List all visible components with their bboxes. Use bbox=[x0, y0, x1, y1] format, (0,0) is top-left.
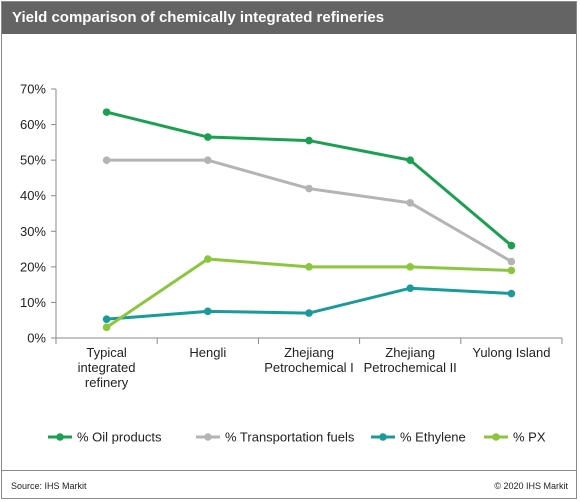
data-point bbox=[102, 323, 111, 332]
y-tick-label: 50% bbox=[20, 153, 46, 168]
series-line bbox=[106, 158, 513, 263]
title-bar: Yield comparison of chemically integrate… bbox=[2, 2, 576, 34]
data-point bbox=[507, 241, 516, 250]
y-tick-label: 60% bbox=[20, 117, 46, 132]
data-point bbox=[204, 255, 212, 263]
y-tick-label: 20% bbox=[20, 259, 46, 274]
source-note: Source: IHS Markit bbox=[11, 481, 87, 491]
data-point bbox=[305, 136, 313, 145]
footer-divider bbox=[2, 470, 576, 471]
legend-label: % PX bbox=[513, 430, 546, 445]
data-point bbox=[204, 156, 212, 164]
data-point bbox=[507, 266, 516, 275]
legend-marker bbox=[204, 433, 212, 441]
data-point bbox=[305, 309, 313, 317]
x-tick-label: Typical integrated refinery bbox=[78, 345, 136, 390]
data-point bbox=[204, 133, 212, 141]
data-point bbox=[102, 108, 111, 116]
data-point bbox=[507, 289, 516, 298]
legend-marker bbox=[492, 433, 500, 441]
x-tick-label: Zhejiang Petrochemical I bbox=[264, 345, 354, 375]
y-tick-label: 30% bbox=[20, 224, 46, 239]
data-point bbox=[305, 263, 313, 271]
legend-marker bbox=[56, 433, 64, 441]
data-point bbox=[406, 284, 415, 293]
legend-label: % Oil products bbox=[77, 430, 162, 445]
x-tick-label: Hengli bbox=[189, 345, 226, 360]
data-point bbox=[406, 156, 415, 164]
data-point bbox=[102, 315, 111, 323]
legend-label: % Ethylene bbox=[400, 430, 466, 445]
data-point bbox=[406, 199, 415, 207]
x-tick-label: Yulong Island bbox=[472, 345, 550, 360]
y-tick-label: 40% bbox=[20, 188, 46, 203]
y-tick-label: 10% bbox=[20, 295, 46, 310]
data-point bbox=[305, 184, 313, 193]
y-tick-label: 70% bbox=[20, 82, 46, 97]
chart-title: Yield comparison of chemically integrate… bbox=[12, 9, 385, 26]
copyright-note: © 2020 IHS Markit bbox=[494, 481, 568, 491]
data-point bbox=[406, 263, 415, 271]
x-tick-label: Zhejiang Petrochemical II bbox=[364, 345, 457, 375]
data-point bbox=[102, 156, 111, 164]
data-point bbox=[507, 257, 516, 266]
data-point bbox=[204, 307, 212, 316]
legend-marker bbox=[379, 433, 387, 441]
y-tick-label: 0% bbox=[27, 331, 46, 346]
legend-label: % Transportation fuels bbox=[225, 430, 355, 445]
